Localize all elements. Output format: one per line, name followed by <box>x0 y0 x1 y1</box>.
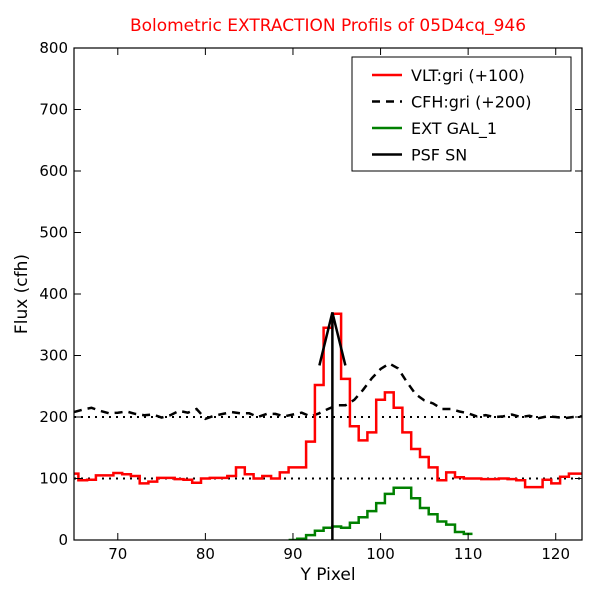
x-tick-label: 100 <box>366 545 395 563</box>
x-tick-label: 90 <box>283 545 302 563</box>
y-axis-label: Flux (cfh) <box>12 254 32 334</box>
x-tick-label: 120 <box>541 545 570 563</box>
x-tick-label: 80 <box>196 545 215 563</box>
y-tick-label: 600 <box>39 162 68 180</box>
y-tick-label: 0 <box>58 531 68 549</box>
x-axis-label: Y Pixel <box>299 565 355 585</box>
series-line-ext <box>288 486 473 540</box>
y-tick-label: 100 <box>39 470 68 488</box>
y-tick-label: 400 <box>39 285 68 303</box>
y-tick-label: 800 <box>39 39 68 57</box>
legend-vlt-label: VLT:gri (+100) <box>411 66 525 85</box>
chart-title: Bolometric EXTRACTION Profils of 05D4cq_… <box>130 16 526 36</box>
series-line-cfh <box>74 362 582 421</box>
y-tick-label: 300 <box>39 347 68 365</box>
y-tick-label: 700 <box>39 101 68 119</box>
y-tick-label: 200 <box>39 408 68 426</box>
y-tick-label: 500 <box>39 224 68 242</box>
plot-content <box>74 312 582 540</box>
series-line-vlt <box>74 312 582 489</box>
legend-cfh-label: CFH:gri (+200) <box>411 93 532 112</box>
legend-psf-label: PSF SN <box>411 146 467 165</box>
x-tick-label: 110 <box>454 545 483 563</box>
legend: VLT:gri (+100) CFH:gri (+200) EXT GAL_1 PSF… <box>351 56 572 172</box>
ticks: 70 80 90 100 110 120 0 100 200 300 400 500 600 700 800 <box>39 39 582 563</box>
x-tick-label: 70 <box>108 545 127 563</box>
legend-ext-label: EXT GAL_1 <box>411 119 497 139</box>
psf-arrow-head <box>318 312 347 366</box>
